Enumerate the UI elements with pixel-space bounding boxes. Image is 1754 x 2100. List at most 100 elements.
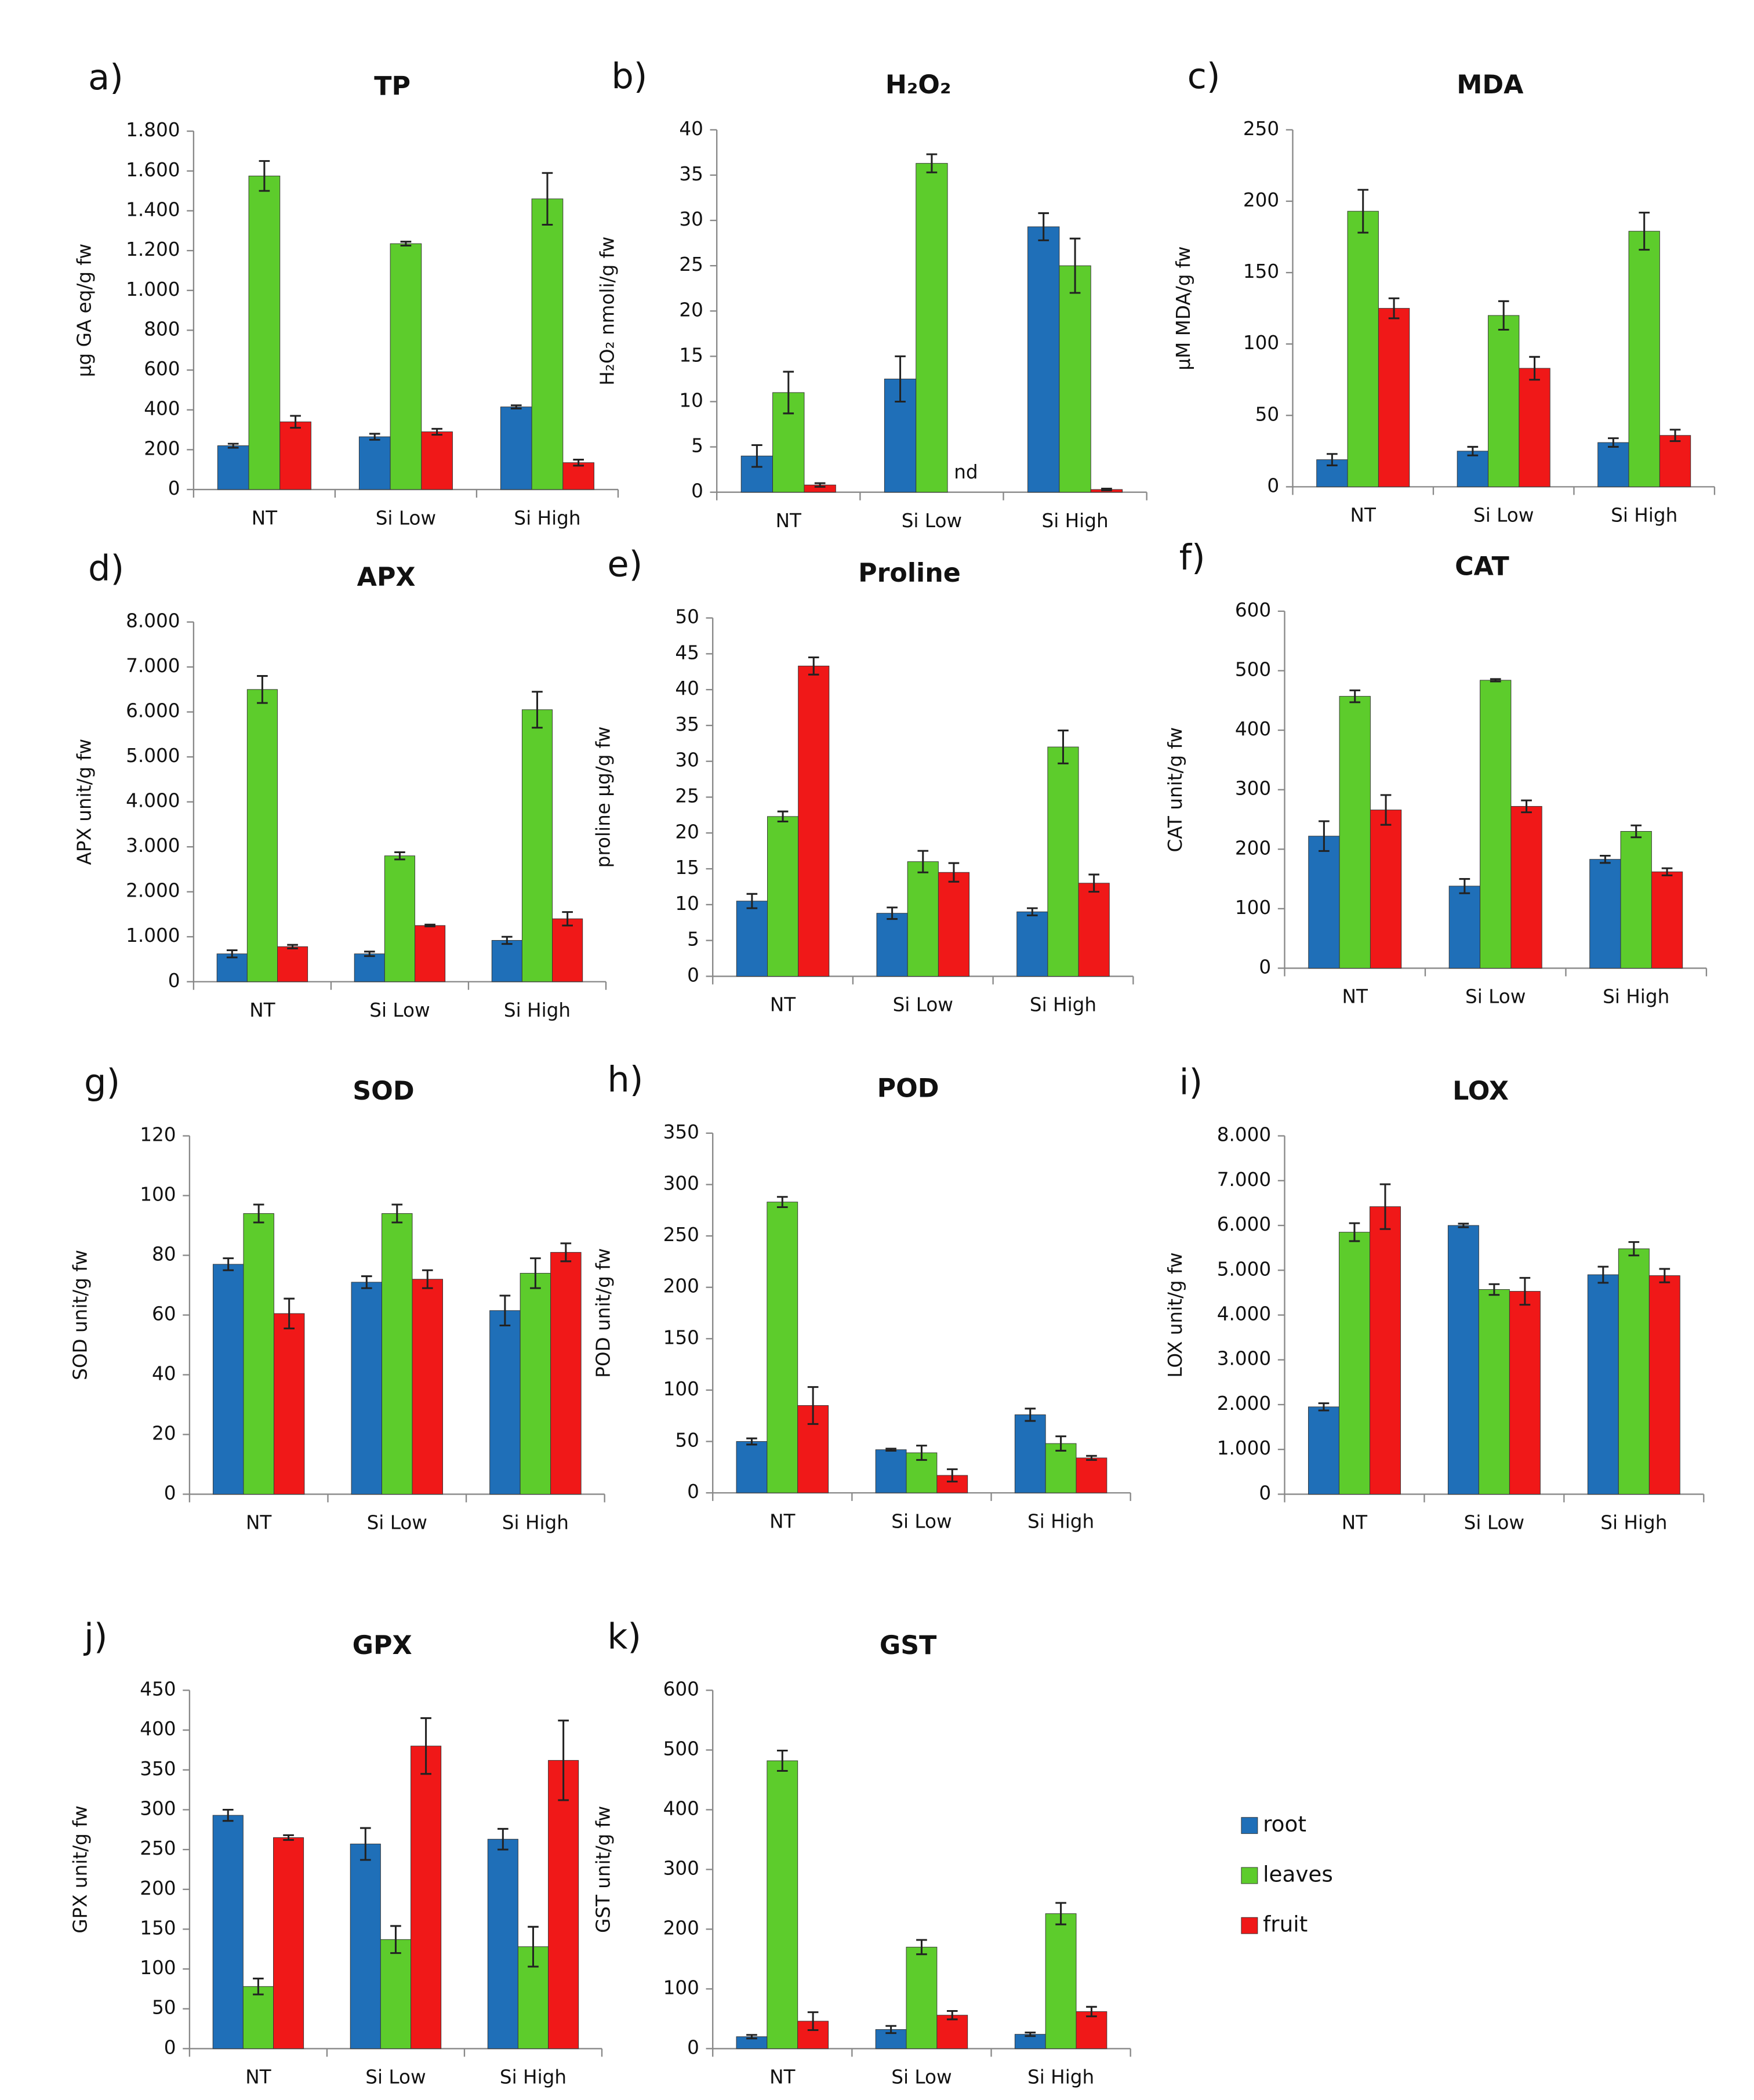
y-tick-label: 200 xyxy=(1235,837,1271,859)
bar xyxy=(412,1279,443,1495)
panel-label: a) xyxy=(88,57,124,98)
legend-swatch xyxy=(1241,1817,1258,1834)
legend-swatch xyxy=(1241,1917,1258,1934)
bar xyxy=(1338,1232,1370,1495)
panel-label: i) xyxy=(1179,1062,1203,1103)
error-bar xyxy=(424,923,435,927)
error-bar xyxy=(1101,487,1112,492)
bar xyxy=(1339,696,1371,969)
bar xyxy=(1369,1206,1401,1495)
y-tick-label: 350 xyxy=(663,1121,699,1143)
x-tick-label: NT xyxy=(770,994,796,1016)
y-tick-label: 100 xyxy=(663,1378,699,1400)
bar xyxy=(411,1746,442,2049)
bar xyxy=(380,1939,411,2049)
bar xyxy=(354,953,385,982)
error-bar xyxy=(1459,878,1470,894)
error-bar xyxy=(746,2034,757,2040)
bar xyxy=(421,431,453,490)
panel-label: j) xyxy=(83,1617,108,1657)
error-bar xyxy=(1519,1276,1531,1306)
x-tick-label: Si High xyxy=(1042,510,1109,532)
error-bar xyxy=(1597,1265,1609,1284)
chart-title: GPX xyxy=(353,1631,412,1660)
panel-label: k) xyxy=(607,1617,641,1657)
bar xyxy=(876,913,908,977)
error-bar xyxy=(290,415,301,429)
error-bar xyxy=(394,851,405,861)
y-tick-label: 40 xyxy=(675,677,699,699)
y-tick-label: 250 xyxy=(140,1837,176,1859)
error-bar xyxy=(1639,212,1650,251)
y-tick-label: 400 xyxy=(140,1718,176,1740)
y-tick-label: 1.000 xyxy=(126,278,180,300)
y-tick-label: 10 xyxy=(675,893,699,915)
bar xyxy=(562,462,594,490)
y-tick-label: 100 xyxy=(140,1957,176,1979)
bar xyxy=(212,1815,244,2049)
y-tick-label: 200 xyxy=(144,437,180,459)
y-tick-label: 7.000 xyxy=(126,655,180,677)
bar xyxy=(767,1202,798,1493)
bar xyxy=(938,872,970,977)
error-bar xyxy=(283,1834,294,1841)
bar xyxy=(491,940,522,982)
bar xyxy=(736,1441,768,1493)
y-tick-label: 300 xyxy=(140,1797,176,1819)
error-bar xyxy=(1055,1435,1066,1452)
bar xyxy=(936,2015,968,2049)
y-tick-label: 150 xyxy=(663,1326,699,1348)
bar xyxy=(243,1213,274,1495)
error-bar xyxy=(510,404,522,409)
bar xyxy=(1509,1291,1541,1495)
bar xyxy=(1457,451,1488,487)
panel-label: h) xyxy=(607,1060,643,1100)
panel-label: c) xyxy=(1188,56,1221,97)
error-bar xyxy=(1069,237,1081,294)
bar xyxy=(273,1837,304,2049)
error-bar xyxy=(253,1203,264,1224)
y-tick-label: 5 xyxy=(687,929,699,951)
bar xyxy=(1620,831,1652,969)
bar xyxy=(1488,315,1520,487)
panel-label: d) xyxy=(88,549,124,589)
y-tick-label: 25 xyxy=(679,253,703,275)
y-axis-label: GST unit/g fw xyxy=(593,1806,615,1933)
error-bar xyxy=(807,2011,819,2031)
y-tick-label: 600 xyxy=(1235,599,1271,621)
error-bar xyxy=(573,459,584,467)
error-bar xyxy=(497,1827,509,1851)
x-tick-label: NT xyxy=(776,510,802,532)
y-tick-label: 2.000 xyxy=(1217,1392,1271,1414)
y-tick-label: 8.000 xyxy=(126,610,180,632)
panel-label: g) xyxy=(84,1062,120,1103)
bar xyxy=(1651,871,1683,969)
y-tick-label: 1.000 xyxy=(1217,1437,1271,1459)
bar xyxy=(1510,806,1542,969)
y-tick-label: 45 xyxy=(675,641,699,663)
error-bar xyxy=(948,862,960,883)
panel-label: b) xyxy=(611,56,647,97)
error-bar xyxy=(391,1203,403,1224)
y-tick-label: 4.000 xyxy=(126,790,180,812)
bar xyxy=(217,445,249,490)
y-tick-label: 100 xyxy=(140,1184,176,1206)
error-bar xyxy=(560,1242,572,1263)
bar xyxy=(1308,836,1340,969)
error-bar xyxy=(1521,799,1532,814)
y-tick-label: 80 xyxy=(152,1243,176,1265)
bar xyxy=(1447,1225,1479,1495)
x-tick-label: NT xyxy=(1350,505,1377,527)
chart-title: SOD xyxy=(353,1076,414,1106)
bar xyxy=(1308,1406,1339,1495)
error-bar xyxy=(1349,1222,1360,1242)
y-tick-label: 0 xyxy=(691,480,703,502)
y-tick-label: 1.400 xyxy=(126,198,180,220)
x-tick-label: NT xyxy=(252,507,278,529)
bar xyxy=(520,1272,551,1495)
error-bar xyxy=(431,427,442,436)
bar xyxy=(277,946,308,982)
error-bar xyxy=(422,1269,433,1289)
bar xyxy=(1589,859,1621,969)
